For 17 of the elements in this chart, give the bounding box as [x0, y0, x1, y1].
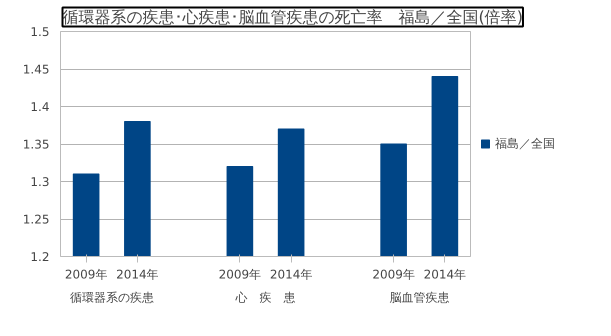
x-tick-label: 2009年: [372, 268, 415, 282]
x-tick-label: 2014年: [116, 268, 159, 282]
legend-label: 福島／全国: [495, 135, 555, 152]
text: 心 疾 患: [234, 290, 296, 304]
y-tick-label: 1.5: [30, 25, 50, 39]
y-tick-label: 1.4: [30, 100, 50, 114]
x-tick-label: 2009年: [218, 268, 262, 282]
y-tick-label: 1.25: [22, 212, 50, 226]
x-tick-label: 2014年: [424, 268, 466, 282]
y-tick-label: 1.3: [30, 175, 50, 189]
text: 脳血管疾患: [389, 290, 450, 304]
y-tick-label: 1.35: [22, 138, 50, 152]
x-tick-label: 2014年: [270, 268, 312, 282]
text: 循環器系の疾患: [70, 290, 154, 304]
x-tick-label: 2009年: [64, 268, 108, 282]
y-tick-label: 1.2: [30, 250, 50, 264]
y-tick-label: 1.45: [22, 62, 50, 76]
